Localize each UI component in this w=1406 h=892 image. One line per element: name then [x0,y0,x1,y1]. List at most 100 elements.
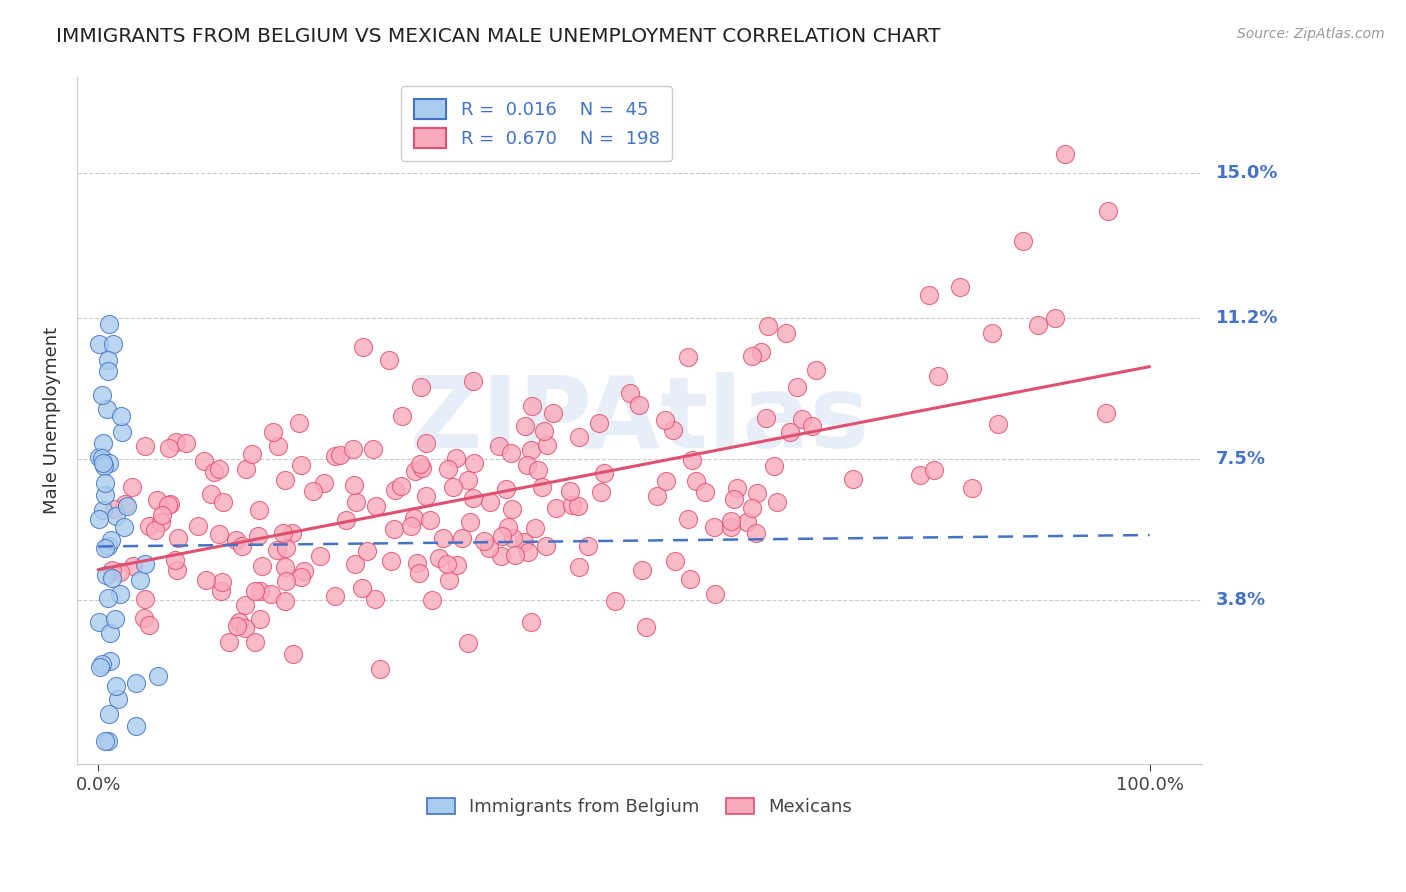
Point [790,412,813,426]
Point [287,416,309,430]
Point [94,476,117,491]
Point [302,484,325,499]
Point [678,572,700,586]
Point [502,532,524,546]
Point [546,500,568,515]
Point [603,594,626,608]
Point [225,533,247,548]
Point [676,350,699,364]
Point [129,574,152,588]
Point [980,326,1002,340]
Point [520,399,543,413]
Point [91,503,114,517]
Point [108,566,131,580]
Point [527,463,550,477]
Point [720,520,742,534]
Text: IMMIGRANTS FROM BELGIUM VS MEXICAN MALE UNEMPLOYMENT CORRELATION CHART: IMMIGRANTS FROM BELGIUM VS MEXICAN MALE … [56,27,941,45]
Point [927,369,949,384]
Point [463,374,485,388]
Point [94,567,117,582]
Point [207,462,229,476]
Point [344,495,367,509]
Point [103,502,125,516]
Point [260,587,283,601]
Point [97,591,120,605]
Point [226,619,249,633]
Point [163,553,186,567]
Point [693,484,716,499]
Point [745,526,768,541]
Point [436,462,458,476]
Point [380,554,402,568]
Point [148,669,170,683]
Point [561,498,583,512]
Point [654,413,676,427]
Point [628,398,651,412]
Point [382,522,405,536]
Point [478,541,501,555]
Point [228,615,250,629]
Point [107,692,129,706]
Point [138,518,160,533]
Point [918,287,941,301]
Point [105,508,128,523]
Point [723,492,745,507]
Point [309,549,332,564]
Point [444,451,467,466]
Point [100,533,122,547]
Point [249,612,271,626]
Point [290,570,312,584]
Point [89,450,111,464]
Point [356,544,378,558]
Point [262,425,284,439]
Point [159,497,181,511]
Point [112,520,135,534]
Point [763,458,786,473]
Point [208,527,231,541]
Point [344,557,367,571]
Point [645,489,668,503]
Point [501,501,523,516]
Point [409,380,432,394]
Point [806,363,828,377]
Point [441,480,464,494]
Point [457,636,479,650]
Point [516,458,538,472]
Point [588,416,610,430]
Point [432,531,454,545]
Point [501,446,523,460]
Point [451,531,474,545]
Point [568,430,591,444]
Point [87,615,110,630]
Point [436,557,458,571]
Point [292,564,315,578]
Point [533,424,555,438]
Text: 15.0%: 15.0% [1216,164,1278,182]
Point [415,489,437,503]
Legend: Immigrants from Belgium, Mexicans: Immigrants from Belgium, Mexicans [420,790,859,823]
Point [108,586,131,600]
Point [94,487,117,501]
Point [741,501,763,516]
Point [489,549,512,564]
Point [97,364,120,378]
Point [193,454,215,468]
Point [841,472,863,486]
Point [104,679,127,693]
Point [461,491,484,506]
Point [97,352,120,367]
Point [235,598,257,612]
Point [283,648,305,662]
Point [125,718,148,732]
Point [152,508,174,522]
Point [409,458,432,472]
Point [457,473,479,487]
Point [132,611,155,625]
Point [93,458,115,473]
Point [134,439,156,453]
Point [491,529,513,543]
Point [567,499,589,513]
Point [741,349,763,363]
Point [592,466,614,480]
Point [661,423,683,437]
